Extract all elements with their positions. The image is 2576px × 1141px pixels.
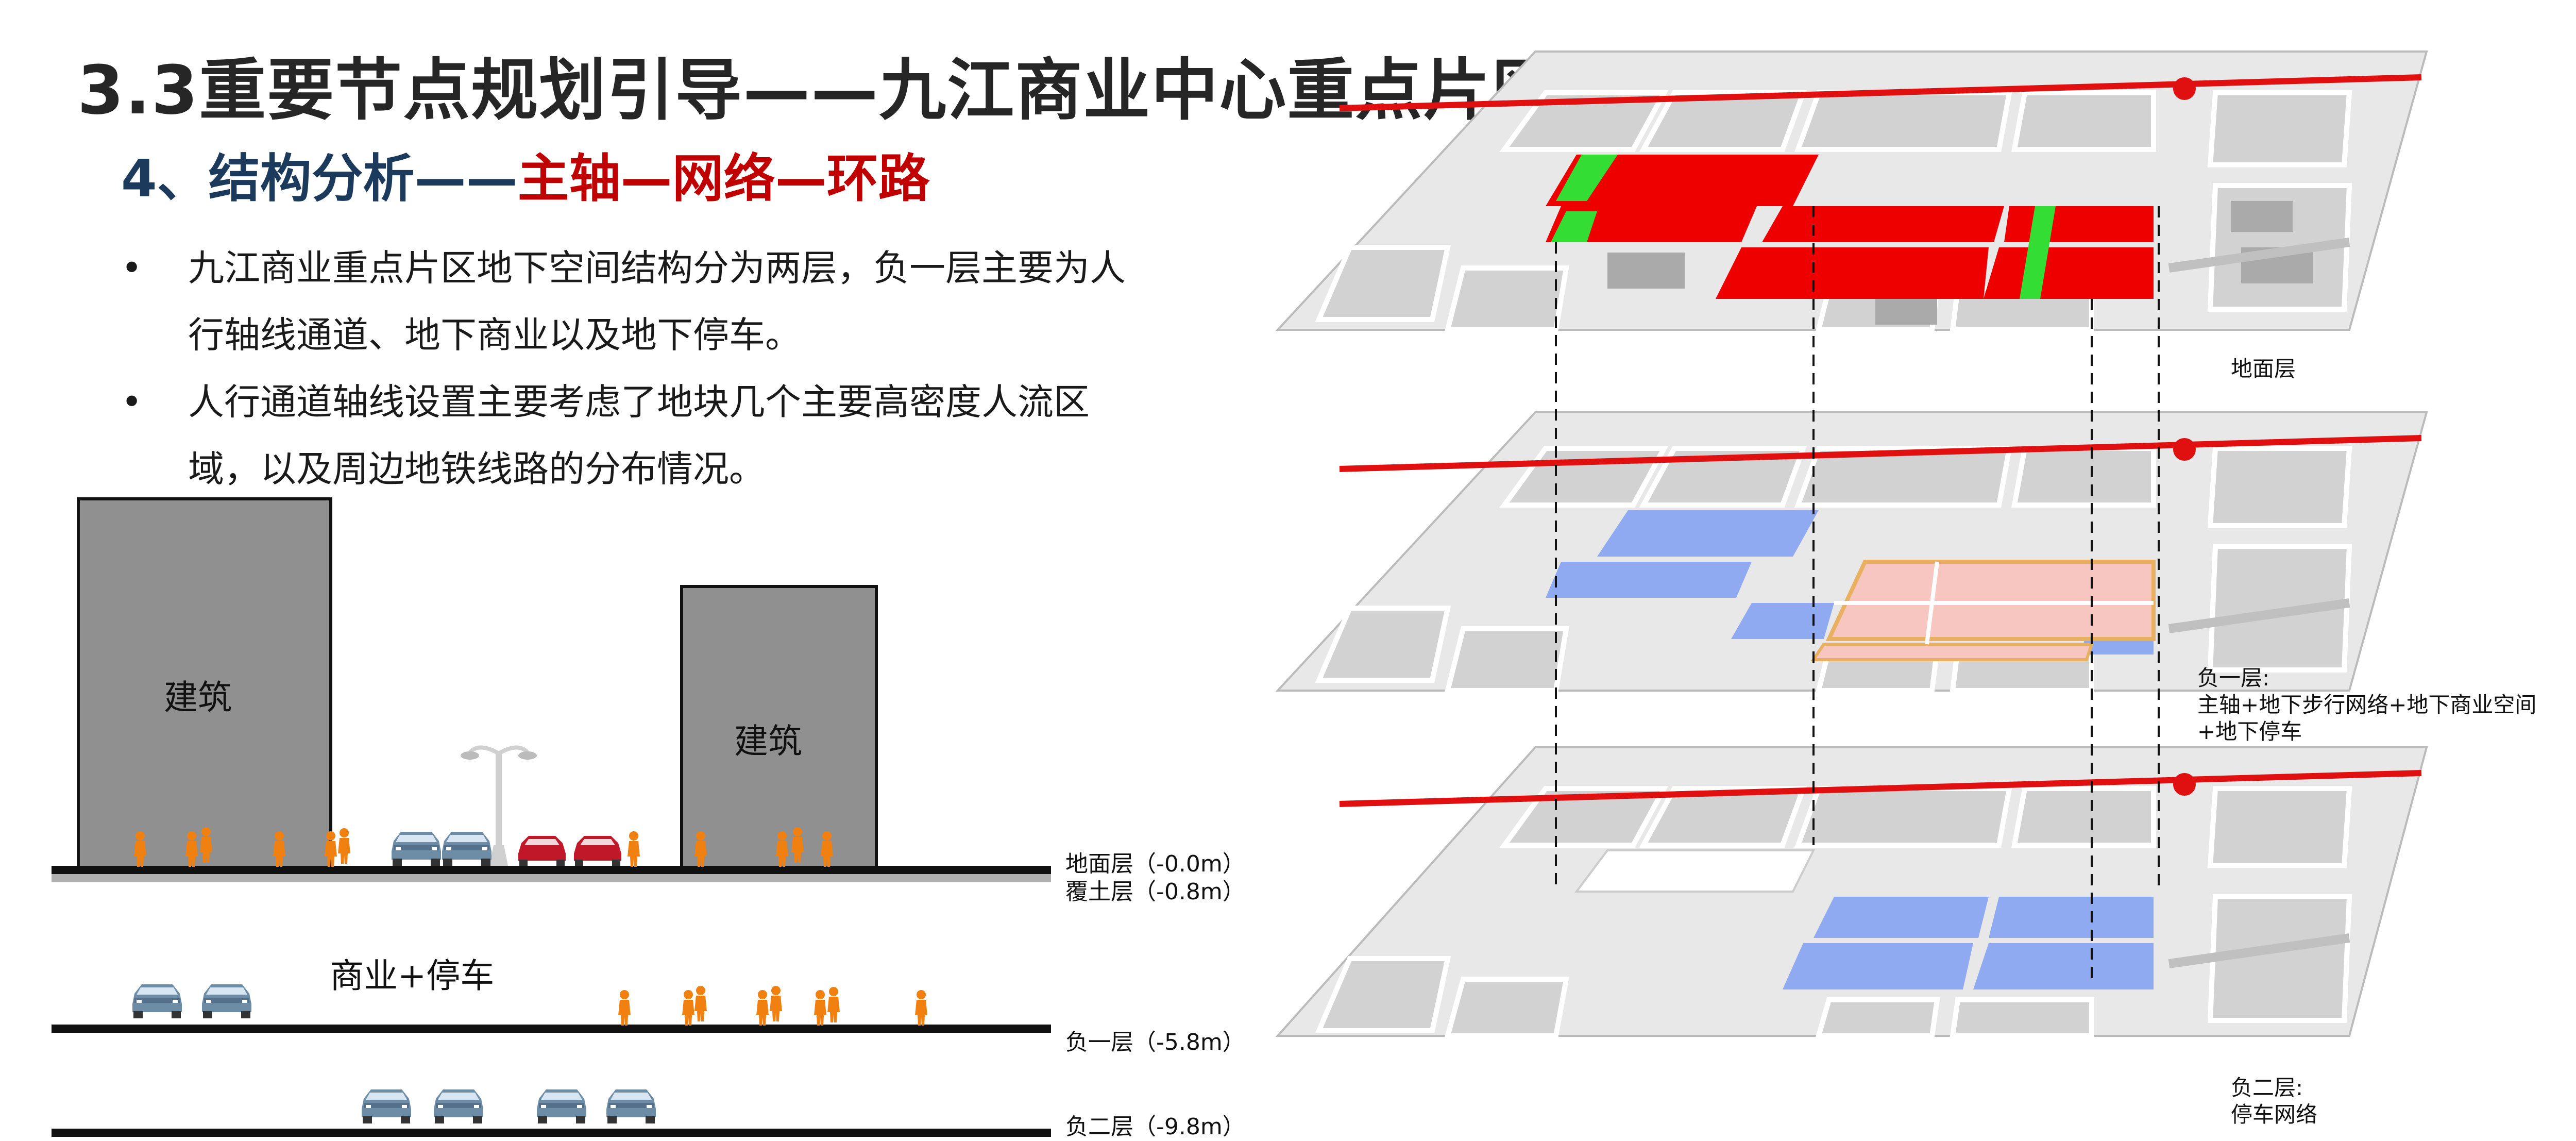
building-right (680, 585, 878, 870)
caption-b1-layer: 负一层: 主轴+地下步行网络+地下商业空间 +地下停车 (2197, 665, 2537, 744)
page-title: 3.3重要节点规划引导——九江商业中心重点片区 (77, 51, 1560, 129)
subtitle-prefix: 4、结构分析—— (121, 148, 518, 209)
bullet-text: 人行通道轴线设置主要考虑了地块几个主要高密度人流区域，以及周边地铁线路的分布情况… (188, 381, 1090, 490)
axon-b1-layer (1275, 411, 2428, 693)
level-label-b1: 负一层（-5.8m） (1065, 1029, 1245, 1055)
streetlamp-icon (461, 745, 537, 866)
caption-ground-layer: 地面层 (2231, 356, 2296, 381)
building-label-left: 建筑 (164, 678, 232, 717)
level-label-ground: 地面层（-0.0m） (1065, 851, 1245, 877)
soil-layer (52, 874, 1051, 882)
caption-b2-layer: 负二层: 停车网络 (2231, 1075, 2318, 1127)
bullet-marker: • (121, 381, 143, 423)
axon-ground-layer (1275, 51, 2428, 332)
bullet-text: 九江商业重点片区地下空间结构分为两层，负一层主要为人行轴线通道、地下商业以及地下… (188, 247, 1126, 356)
bullet-marker: • (121, 247, 143, 289)
ground-line (52, 866, 1051, 874)
b2-slab (52, 1129, 1051, 1137)
b1-slab (52, 1025, 1051, 1033)
subtitle-highlight: 主轴—网络—环路 (517, 148, 930, 209)
car-icons-b1 (132, 984, 251, 1018)
building-left (77, 497, 332, 870)
axonometric-diagram (1275, 51, 2428, 1038)
level-label-soil: 覆土层（-0.8m） (1065, 879, 1245, 905)
axon-b2-layer (1275, 746, 2428, 1038)
section-subtitle: 4、结构分析——主轴—网络—环路 (121, 137, 930, 211)
building-label-right: 建筑 (734, 721, 802, 761)
layer-connectors (1555, 206, 2160, 979)
underground-use-label: 商业+停车 (330, 956, 495, 996)
level-label-b2: 负二层（-9.8m） (1065, 1114, 1245, 1140)
pedestrian-icons-b1 (618, 986, 927, 1026)
car-icons-b2 (362, 1089, 656, 1123)
